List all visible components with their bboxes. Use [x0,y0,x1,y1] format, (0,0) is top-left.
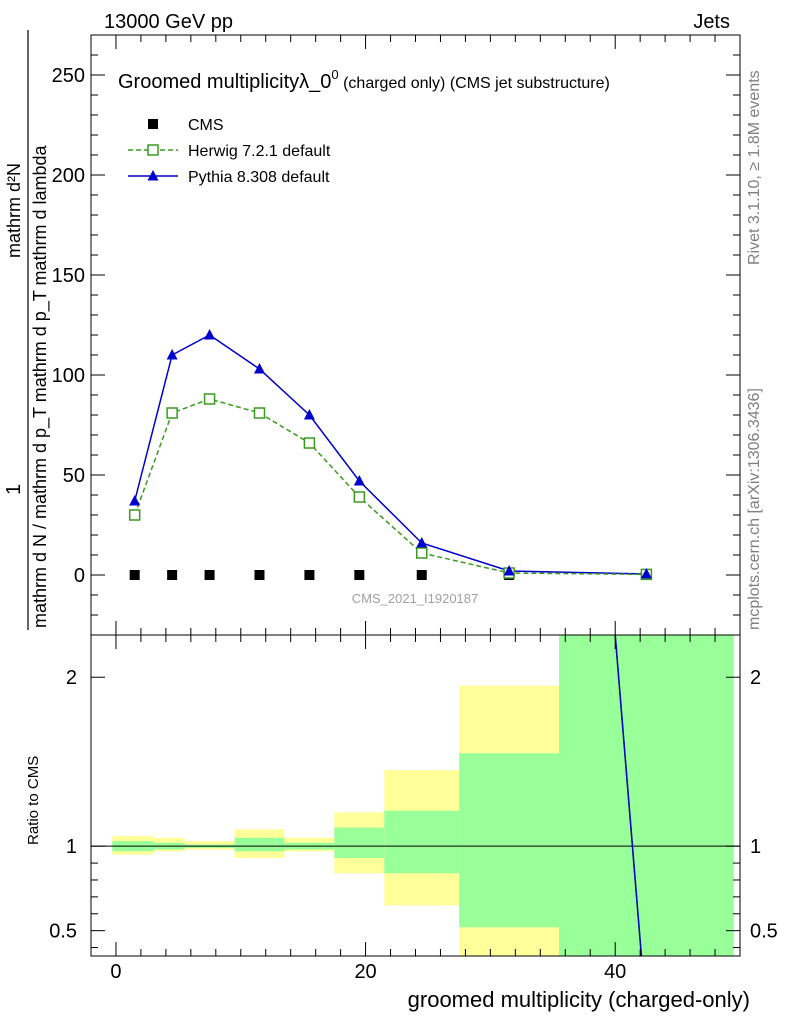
legend-label: Herwig 7.2.1 default [188,143,331,160]
data-point [640,568,652,579]
legend-marker [147,170,159,181]
data-point [166,349,178,360]
legend-label: Pythia 8.308 default [188,169,330,186]
ratio-y-tick-label: 0.5 [750,921,778,943]
ylabel-numerator: 1 [3,484,25,495]
data-point [415,547,428,559]
data-point [129,570,140,580]
ratio-band-green [384,810,460,874]
ylabel-top: mathrm d²N [4,163,24,258]
y-tick-label: 50 [63,465,85,487]
data-point [203,393,216,405]
ratio-panel: 0.5 0.51 12 20 20 40 Ratio to CMS [25,634,778,983]
data-point [253,363,265,374]
ratio-lines [614,634,643,957]
title-superscript: 0 [331,67,338,82]
data-point [416,570,427,580]
y-tick-label: 150 [52,265,85,287]
ratio-y-tick-label: 1 [66,836,77,858]
data-point [503,565,515,576]
data-point [254,570,265,580]
title-suffix: (charged only) (CMS jet substructure) [339,75,610,92]
x-tick-label: 20 [354,961,376,983]
ratio-series-line [614,634,643,957]
legend-marker [147,144,159,156]
ratio-bands [91,635,740,956]
data-point [416,537,428,548]
data-point [253,407,266,419]
data-point [353,491,366,503]
data-point [353,475,365,486]
ratio-y-tick-label: 1 [750,836,761,858]
analysis-watermark: CMS_2021_I1920187 [352,591,479,606]
ratio-band-green [334,827,385,859]
data-point [204,329,216,340]
y-tick-label: 100 [52,365,85,387]
y-tick-label: 250 [52,65,85,87]
title-main: Groomed multiplicityλ_0 [118,71,331,93]
ratio-y-tick-label: 2 [750,667,761,689]
legend-marker [148,119,158,129]
x-tick-label: 40 [604,961,626,983]
ylabel-denominator: mathrm d N / mathrm d p_T mathrm d p_T m… [30,145,51,628]
rivet-version-label: Rivet 3.1.10, ≥ 1.8M events [746,70,763,265]
mcplots-label: mcplots.cern.ch [arXiv:1306.3436] [746,388,763,630]
ratio-y-tick-label: 2 [66,667,77,689]
y-tick-label: 0 [74,565,85,587]
legend-label: CMS [188,117,224,134]
data-point [128,509,141,521]
data-point [166,407,178,419]
x-axis-label: groomed multiplicity (charged-only) [408,987,750,1012]
chart-title: Groomed multiplicityλ_00 (charged only) … [118,67,610,93]
main-data [128,329,653,581]
header-energy-label: 13000 GeV pp [104,11,233,33]
data-point [304,570,315,580]
series-line [133,334,647,575]
data-point [303,409,315,420]
data-point [129,495,141,506]
main-ticks: 0 50 100 150 200 250 [52,35,740,635]
y-tick-label: 200 [52,165,85,187]
series-line [133,398,647,576]
data-point [204,570,215,580]
x-tick-label: 0 [110,961,121,983]
legend: CMS Herwig 7.2.1 default Pythia 8.308 defa… [128,117,331,186]
header-jets-label: Jets [693,11,730,33]
ratio-y-tick-label: 0.5 [49,921,77,943]
ratio-ylabel: Ratio to CMS [25,756,42,845]
data-point [354,570,365,580]
data-point [303,437,316,449]
ratio-band-green [459,753,560,928]
ratio-band-green [559,635,734,956]
ratio-band-green [234,837,285,852]
data-point [167,570,178,580]
ratio-ticks: 0.5 0.51 12 20 20 40 [49,635,778,983]
